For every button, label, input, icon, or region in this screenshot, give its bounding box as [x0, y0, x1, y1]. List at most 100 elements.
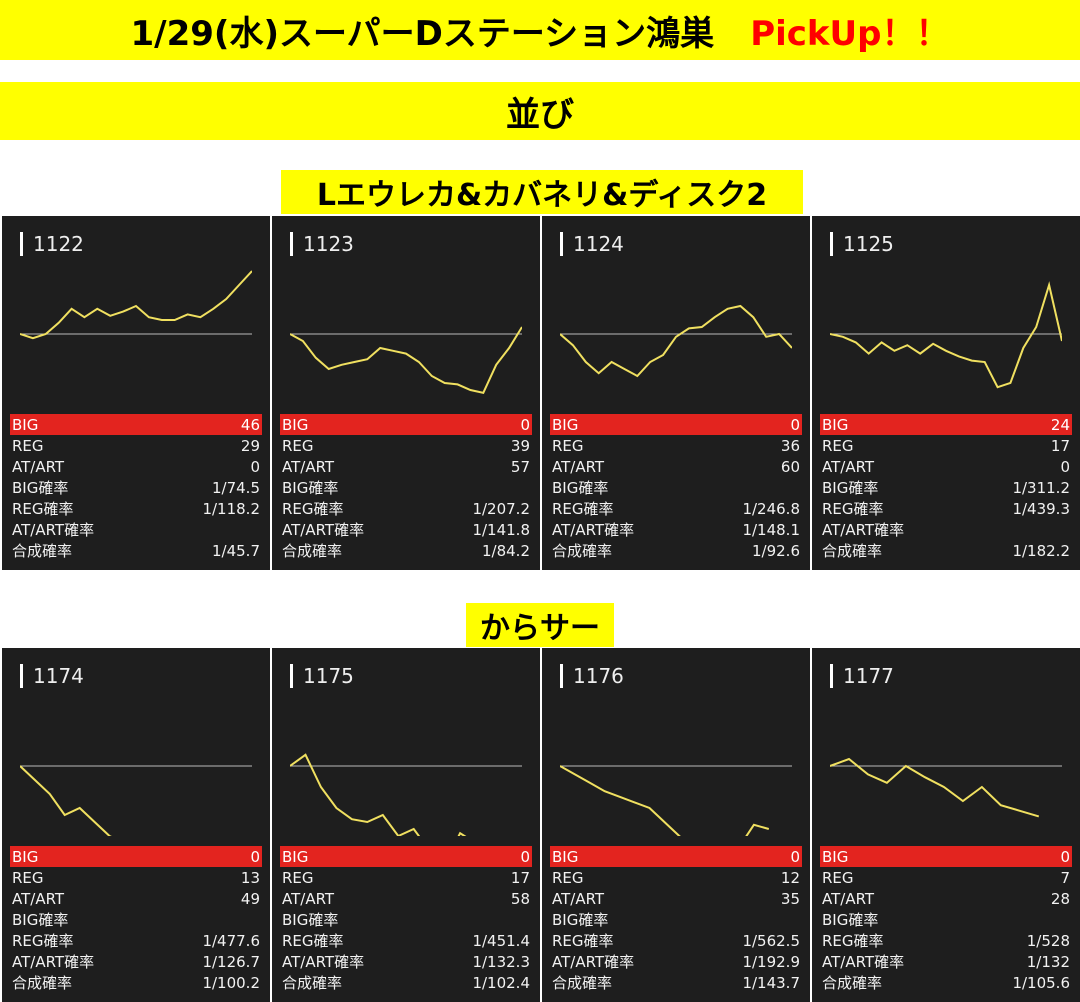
graph-line	[560, 765, 770, 836]
stat-value: 0	[250, 457, 260, 476]
slump-graph	[20, 270, 252, 340]
stat-label: REG確率	[822, 932, 884, 950]
stat-value: 57	[510, 457, 530, 476]
stat-row-reg-rate: REG確率 1/118.2	[10, 498, 262, 519]
stat-label: AT/ART確率	[552, 953, 635, 971]
stat-row-reg-rate: REG確率 1/528	[820, 930, 1072, 951]
stat-value: 0	[790, 415, 800, 434]
pickup-label: PickUp！！	[750, 13, 950, 54]
stat-value: 17	[1050, 436, 1070, 455]
stat-value: 1/439.3	[1012, 499, 1070, 518]
graph-line	[290, 753, 467, 836]
section-banner: 並び	[0, 82, 1080, 140]
marker-bar-icon	[830, 664, 833, 688]
graph-line	[560, 304, 792, 378]
stat-label: 合成確率	[282, 542, 343, 560]
stat-row-at-rate: AT/ART確率 1/192.9	[550, 951, 802, 972]
marker-bar-icon	[830, 232, 833, 256]
stat-row-reg-rate: REG確率 1/439.3	[820, 498, 1072, 519]
stat-label: REG	[822, 436, 854, 455]
stat-value: 1/477.6	[202, 931, 260, 950]
stat-row-reg: REG 36	[550, 435, 802, 456]
stat-label: 合成確率	[12, 974, 73, 992]
stat-row-at-rate: AT/ART確率 1/141.8	[280, 519, 532, 540]
stat-label: AT/ART確率	[822, 953, 905, 971]
stat-label: REG確率	[12, 932, 74, 950]
stat-label: AT/ART確率	[12, 953, 95, 971]
stat-row-big: BIG 46	[10, 414, 262, 435]
stat-value: 1/143.7	[742, 973, 800, 992]
machine-number: 1122	[33, 232, 84, 256]
page-title: 1/29(水)スーパーDステーション鴻巣	[130, 13, 715, 54]
stat-row-at: AT/ART 49	[10, 888, 262, 909]
stat-row-reg: REG 13	[10, 867, 262, 888]
slump-graph	[290, 753, 522, 836]
stat-value: 17	[510, 868, 530, 887]
stat-value: 60	[780, 457, 800, 476]
stat-label: AT/ART	[282, 889, 335, 908]
stat-label: REG	[552, 436, 584, 455]
stat-label: BIG	[282, 847, 309, 866]
stat-label: AT/ART	[552, 889, 605, 908]
stat-row-at: AT/ART 28	[820, 888, 1072, 909]
stat-value: 1/246.8	[742, 499, 800, 518]
group-label-1: Lエウレカ&カバネリ&ディスク2	[281, 170, 803, 214]
stat-label: REG	[282, 868, 314, 887]
stat-row-total-rate: 合成確率 1/100.2	[10, 972, 262, 993]
stat-value: 12	[780, 868, 800, 887]
machine-panel: 1122 BIG 46 REG 29 AT/ART 0 BIG確率 1/74.5 REG確率 1/1…	[2, 216, 270, 570]
stat-row-big-rate: BIG確率	[550, 909, 802, 930]
stat-label: BIG	[12, 847, 39, 866]
stat-label: 合成確率	[822, 974, 883, 992]
stat-value: 35	[780, 889, 800, 908]
stat-row-at: AT/ART 58	[280, 888, 532, 909]
stat-label: REG	[12, 868, 44, 887]
stat-label: 合成確率	[822, 542, 883, 560]
machine-number: 1174	[33, 664, 84, 688]
stat-row-at: AT/ART 0	[820, 456, 1072, 477]
graph-line	[830, 757, 1040, 818]
machine-number: 1124	[573, 232, 624, 256]
machine-header: 1125	[830, 232, 894, 256]
machine-panel: 1123 BIG 0 REG 39 AT/ART 57 BIG確率 REG確率 1/207.2 AT…	[272, 216, 540, 570]
stat-label: REG確率	[12, 500, 74, 518]
stat-row-big: BIG 24	[820, 414, 1072, 435]
stat-value: 1/132.3	[472, 952, 530, 971]
stat-value: 1/102.4	[472, 973, 530, 992]
stat-value: 0	[1060, 457, 1070, 476]
stat-row-reg: REG 17	[280, 867, 532, 888]
stat-value: 29	[240, 436, 260, 455]
stat-value: 1/562.5	[742, 931, 800, 950]
stat-row-at: AT/ART 35	[550, 888, 802, 909]
stat-row-total-rate: 合成確率 1/105.6	[820, 972, 1072, 993]
machine-header: 1174	[20, 664, 84, 688]
stat-row-reg: REG 39	[280, 435, 532, 456]
machine-header: 1122	[20, 232, 84, 256]
stat-label: REG	[12, 436, 44, 455]
slump-graph	[290, 326, 522, 394]
stat-value: 1/74.5	[212, 478, 260, 497]
stat-value: 1/118.2	[202, 499, 260, 518]
stat-value: 0	[1060, 847, 1070, 866]
stat-label: AT/ART確率	[282, 521, 365, 539]
stat-value: 1/528	[1026, 931, 1070, 950]
stat-label: REG確率	[282, 932, 344, 950]
stat-label: BIG確率	[12, 479, 69, 497]
machine-number: 1125	[843, 232, 894, 256]
stat-label: BIG	[822, 415, 849, 434]
stat-row-reg: REG 29	[10, 435, 262, 456]
stat-label: BIG確率	[282, 479, 339, 497]
stat-value: 28	[1050, 889, 1070, 908]
stat-value: 1/126.7	[202, 952, 260, 971]
stat-label: BIG確率	[822, 479, 879, 497]
stat-value: 1/100.2	[202, 973, 260, 992]
marker-bar-icon	[560, 664, 563, 688]
slump-graph	[830, 757, 1062, 818]
machine-header: 1176	[560, 664, 624, 688]
marker-bar-icon	[290, 232, 293, 256]
stat-label: AT/ART	[12, 457, 65, 476]
stat-value: 0	[520, 847, 530, 866]
stat-row-big-rate: BIG確率	[820, 909, 1072, 930]
machine-number: 1177	[843, 664, 894, 688]
stat-value: 1/84.2	[482, 541, 530, 560]
